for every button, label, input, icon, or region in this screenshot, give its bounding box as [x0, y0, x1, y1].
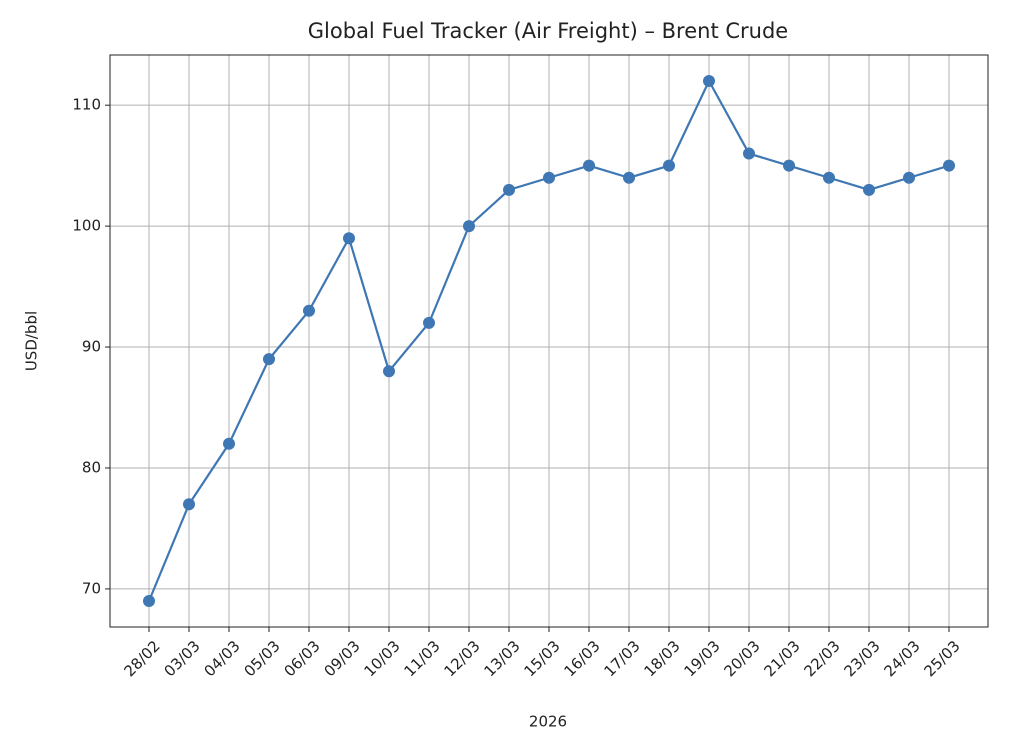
point: [303, 304, 315, 317]
point: [903, 171, 915, 184]
x-tick-label: 18/03: [640, 637, 683, 680]
x-tick-label: 19/03: [680, 637, 723, 680]
x-tick-label: 24/03: [880, 637, 923, 680]
point: [863, 183, 875, 196]
x-tick-label: 21/03: [760, 637, 803, 680]
y-tick-label: 70: [82, 579, 101, 597]
point: [503, 183, 515, 196]
x-tick-label: 09/03: [320, 637, 363, 680]
x-tick-label: 12/03: [440, 637, 483, 680]
point: [783, 159, 795, 172]
point: [463, 220, 475, 233]
x-tick-label: 20/03: [720, 637, 763, 680]
point: [343, 232, 355, 245]
point: [143, 595, 155, 607]
x-tick-label: 10/03: [360, 637, 403, 680]
point: [263, 353, 275, 366]
y-tick-label: 80: [82, 458, 101, 476]
x-tick-label: 06/03: [280, 637, 323, 680]
x-tick-label: 28/02: [120, 637, 163, 680]
point: [183, 498, 195, 511]
x-tick-label: 11/03: [400, 637, 443, 680]
point: [223, 437, 235, 450]
x-tick-label: 25/03: [920, 637, 963, 680]
point: [663, 159, 675, 172]
x-tick-label: 23/03: [840, 637, 883, 680]
x-tick-label: 04/03: [200, 637, 243, 680]
x-tick-label: 05/03: [240, 637, 283, 680]
x-tick-label: 17/03: [600, 637, 643, 680]
chart-title: Global Fuel Tracker (Air Freight) – Bren…: [308, 19, 788, 43]
point: [623, 171, 635, 184]
y-tick-label: 90: [82, 338, 101, 356]
point: [423, 316, 435, 329]
grid: [110, 55, 988, 627]
x-tick-label: 16/03: [560, 637, 603, 680]
point: [823, 171, 835, 184]
point: [583, 159, 595, 172]
point: [703, 75, 715, 87]
x-tick-label: 13/03: [480, 637, 523, 680]
y-axis-label: USD/bbl: [23, 311, 41, 371]
x-tick-label: 15/03: [520, 637, 563, 680]
y-tick-label: 100: [72, 217, 101, 235]
point: [743, 147, 755, 160]
x-axis-label: 2026: [529, 713, 567, 731]
point: [943, 159, 955, 172]
point: [383, 365, 395, 378]
y-tick-label: 110: [72, 96, 101, 114]
plot: [143, 75, 955, 607]
x-tick-label: 03/03: [160, 637, 203, 680]
point: [543, 171, 555, 184]
x-tick-label: 22/03: [800, 637, 843, 680]
